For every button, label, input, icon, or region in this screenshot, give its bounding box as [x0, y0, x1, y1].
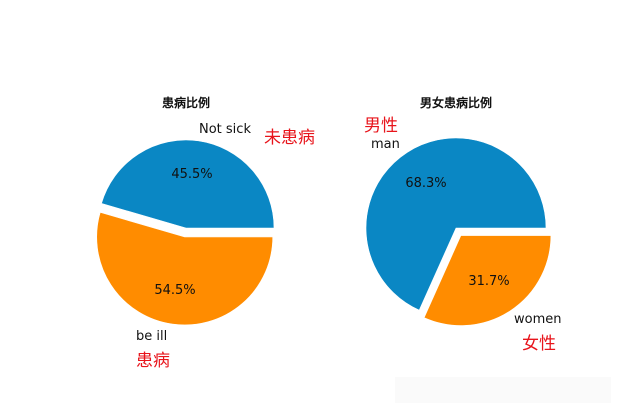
pie-chart-sick-ratio: 患病比例 45.5% 54.5% Not sick be ill 未患病 患病 [96, 95, 315, 371]
annotation-women: 女性 [522, 334, 556, 354]
pct-label-man: 68.3% [405, 176, 446, 191]
pie-chart-gender-ratio: 男女患病比例 68.3% 31.7% man women 男性 女性 [364, 95, 562, 354]
annotation-be-ill: 患病 [136, 351, 170, 371]
pct-label-women: 31.7% [468, 274, 509, 289]
slice-label-man: man [371, 137, 400, 152]
slice-label-be-ill: be ill [136, 329, 167, 344]
annotation-man: 男性 [364, 116, 398, 136]
background-panel [395, 377, 611, 403]
annotation-not-sick: 未患病 [264, 128, 315, 148]
pie-slice-be-ill [96, 211, 274, 326]
pct-label-not-sick: 45.5% [171, 167, 212, 182]
chart-title-sick-ratio: 患病比例 [162, 95, 210, 110]
pct-label-be-ill: 54.5% [154, 283, 195, 298]
pie-slice-women [423, 235, 552, 326]
slice-label-not-sick: Not sick [199, 122, 251, 137]
pie-slice-man [365, 137, 547, 311]
chart-title-gender-ratio: 男女患病比例 [420, 95, 492, 110]
slice-label-women: women [514, 312, 562, 327]
pie-slice-not-sick [101, 139, 275, 229]
